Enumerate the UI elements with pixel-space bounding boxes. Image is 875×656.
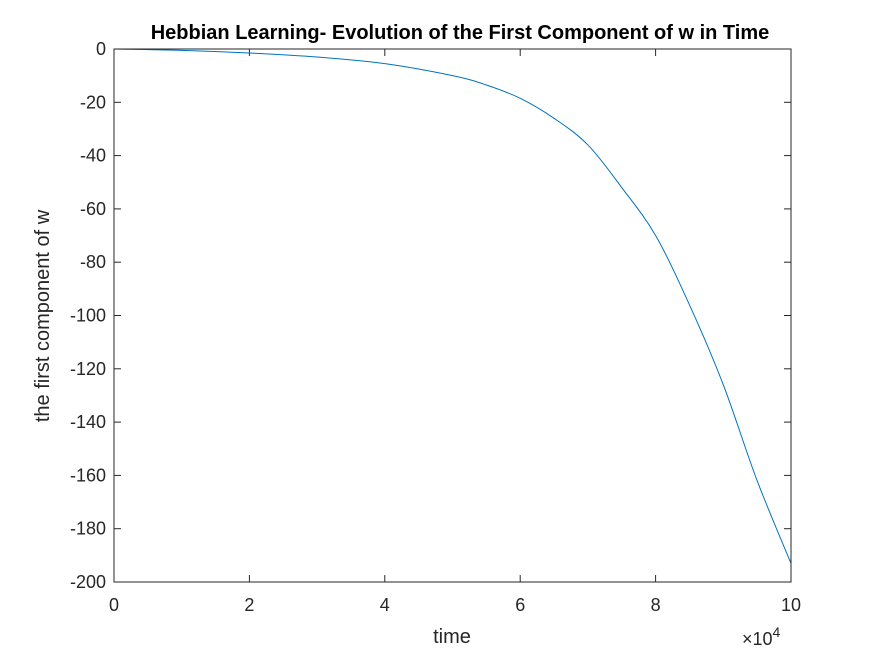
x-exponent-label: ×104 bbox=[742, 624, 781, 649]
y-tick-label: 0 bbox=[96, 39, 106, 59]
x-tick-label: 8 bbox=[651, 595, 661, 615]
plot-area bbox=[114, 49, 791, 582]
x-exponent-base: ×10 bbox=[742, 629, 773, 649]
series-line bbox=[113, 48, 792, 564]
y-axis-label: the first component of w bbox=[32, 209, 54, 422]
x-exponent-power: 4 bbox=[773, 624, 781, 640]
y-tick-label: -140 bbox=[70, 412, 106, 432]
y-axis-ticks: 0 -20 -40 -60 -80 -100 -120 -140 -160 -180 -200 bbox=[70, 39, 791, 592]
y-tick-label: -120 bbox=[70, 359, 106, 379]
chart-title: Hebbian Learning- Evolution of the First… bbox=[151, 22, 770, 44]
y-tick-label: -100 bbox=[70, 306, 106, 326]
y-tick-label: -200 bbox=[70, 572, 106, 592]
axes-box bbox=[113, 48, 792, 583]
y-tick-label: -20 bbox=[80, 92, 106, 112]
y-tick-label: -80 bbox=[80, 252, 106, 272]
x-tick-label: 4 bbox=[380, 595, 390, 615]
x-tick-label: 10 bbox=[781, 595, 801, 615]
y-tick-label: -160 bbox=[70, 465, 106, 485]
x-tick-label: 0 bbox=[109, 595, 119, 615]
y-tick-label: -180 bbox=[70, 519, 106, 539]
x-axis-ticks: 0 2 4 6 8 10 bbox=[109, 49, 801, 615]
x-axis-label: time bbox=[433, 626, 471, 648]
y-tick-label: -40 bbox=[80, 146, 106, 166]
x-tick-label: 2 bbox=[244, 595, 254, 615]
y-tick-label: -60 bbox=[80, 199, 106, 219]
x-tick-label: 6 bbox=[515, 595, 525, 615]
